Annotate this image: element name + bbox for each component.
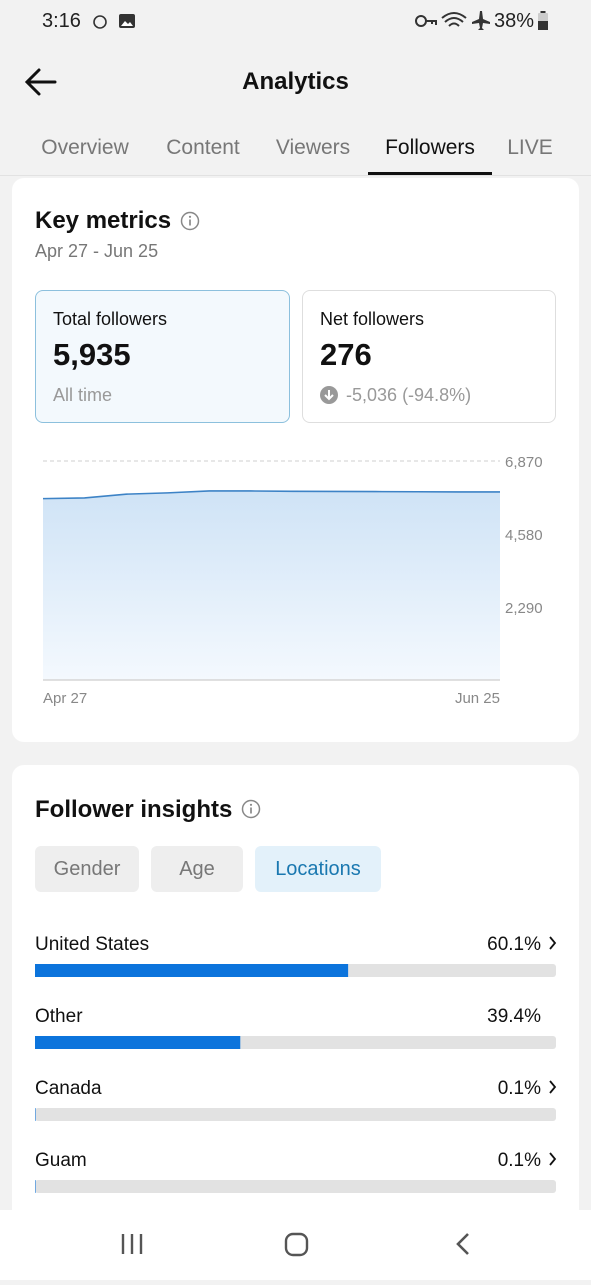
tab-divider [0,175,591,176]
bar [35,1036,241,1049]
x-tick-label: Apr 27 [43,690,87,707]
down-icon [320,386,338,404]
metric-value: 5,935 [53,337,131,372]
status-icons [93,14,135,29]
header-title: Analytics [242,68,349,95]
tab[interactable]: LIVE [507,136,553,159]
location-name: Guam [35,1150,87,1171]
tab[interactable]: Viewers [275,136,351,159]
bar-track [35,1180,556,1193]
change-percent: (-94.8%) [402,385,472,405]
section-title: Follower insights [35,796,233,823]
tab[interactable]: Overview [41,136,129,159]
chevron [549,936,557,950]
chevron [549,1080,557,1094]
location-bars: United States 60.1% Other 39.4% Canada 0.1% Gu… [35,934,557,1193]
follower-chart: 2,290 4,580 6,870 Apr 27 Jun 25 [42,454,543,707]
date-range: Apr 27 - Jun 25 [35,241,159,261]
filter-chip[interactable]: Age [151,846,243,892]
filter-chip[interactable]: Locations [255,846,381,892]
recent-apps-button[interactable] [121,1234,143,1254]
area [43,490,500,680]
metric-change: -5,036 (-94.8%) [346,385,471,406]
status-connectivity [415,11,490,30]
location-name: Other [35,1006,83,1027]
y-tick-label: 6,870 [505,454,543,471]
line [42,490,500,500]
y-tick-label: 4,580 [505,527,543,544]
x-tick-label: Jun 25 [455,690,500,707]
nav-icons [121,1232,469,1257]
back-button[interactable] [24,66,58,98]
metric-label: Net followers [320,309,425,329]
info-icon[interactable] [241,799,261,819]
metric-value: 276 [320,337,372,372]
chevron [549,1152,557,1166]
tab[interactable]: Content [166,136,240,159]
metric-note: All time [53,385,113,405]
location-percent: 0.1% [498,1150,541,1171]
metric-label: Total followers [53,309,168,329]
info-icon[interactable] [180,211,200,231]
insights-card [12,765,579,1225]
bar [35,1108,36,1121]
tab-indicator [368,172,492,175]
change-value: -5,036 [346,385,398,405]
nav-bar [0,1210,591,1280]
location-name: Canada [35,1078,102,1099]
battery-percent: 38% [494,10,535,32]
back-nav-button[interactable] [456,1233,469,1255]
section-title: Key metrics [35,207,172,234]
location-percent: 60.1% [487,934,541,955]
filter-chip[interactable]: Gender [35,846,139,892]
location-name: United States [35,934,149,955]
status-time: 3:16 [42,10,81,32]
bar [35,1180,36,1193]
metric-card-total[interactable] [35,290,290,423]
tab[interactable]: Followers [385,136,475,159]
battery-icon [538,11,548,30]
location-percent: 0.1% [498,1078,541,1099]
y-tick-label: 2,290 [505,600,543,617]
metric-card-net[interactable] [302,290,556,423]
home-button[interactable] [284,1232,309,1257]
bar-track [35,1108,556,1121]
location-percent: 39.4% [487,1006,541,1027]
bar [35,964,349,977]
